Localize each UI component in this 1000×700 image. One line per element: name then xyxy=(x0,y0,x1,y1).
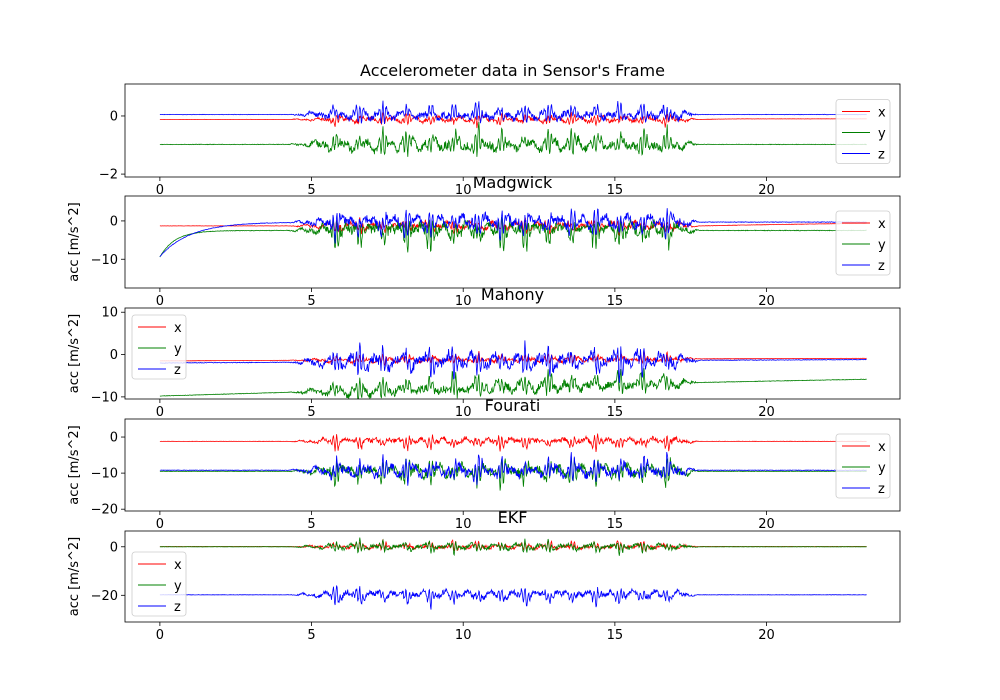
legend-label: z xyxy=(878,148,885,163)
plot-area xyxy=(159,537,867,610)
subplot-title: EKF xyxy=(498,508,528,527)
subplot-title: Fourati xyxy=(485,396,541,415)
plot-area xyxy=(159,340,867,399)
x-tick-label: 0 xyxy=(156,405,164,420)
plot-area xyxy=(159,208,867,258)
series-line-y xyxy=(159,537,867,557)
x-tick-label: 0 xyxy=(156,183,164,198)
series-line-z xyxy=(159,340,867,383)
x-tick-label: 15 xyxy=(607,517,624,532)
x-tick-label: 10 xyxy=(455,294,472,309)
x-tick-label: 15 xyxy=(607,628,624,643)
axes-frame xyxy=(124,530,901,623)
y-tick-label: −10 xyxy=(91,253,118,268)
axes-frame xyxy=(124,418,901,512)
legend: xyz xyxy=(835,210,891,276)
x-tick-label: 10 xyxy=(455,628,472,643)
legend-label: x xyxy=(174,558,182,573)
subplot-title: Madgwick xyxy=(473,173,553,192)
series-line-z xyxy=(159,100,867,125)
legend: xyz xyxy=(835,433,891,499)
y-tick-label: −10 xyxy=(91,467,118,482)
series-line-y xyxy=(159,368,867,399)
y-axis-label: acc [m/s^2] xyxy=(67,202,82,282)
legend-box xyxy=(835,99,891,164)
legend-label: y xyxy=(174,579,182,594)
subplot-title: Mahony xyxy=(481,285,544,304)
subplot-3: 0 5 10 15 20 −10 0 10 Mahony acc [m/s^2] xyz xyxy=(67,285,901,420)
series-line-z xyxy=(159,208,867,257)
plot-area xyxy=(159,100,867,157)
y-tick-label: 0 xyxy=(110,431,118,446)
subplot-5: 0 5 10 15 20 −20 0 EKF acc [m/s^2] xyz xyxy=(67,508,901,643)
y-tick-label: −10 xyxy=(91,390,118,405)
x-tick-label: 10 xyxy=(455,405,472,420)
x-tick-label: 20 xyxy=(758,628,775,643)
x-tick-label: 5 xyxy=(307,628,315,643)
x-tick-label: 0 xyxy=(156,628,164,643)
series-line-y xyxy=(159,457,867,491)
series-line-z xyxy=(159,452,867,486)
legend: xyz xyxy=(131,551,187,617)
x-tick-label: 5 xyxy=(307,517,315,532)
axes-frame xyxy=(124,83,901,178)
legend-label: z xyxy=(174,363,181,378)
legend-label: y xyxy=(878,127,886,142)
legend-label: y xyxy=(878,238,886,253)
axes-frame xyxy=(124,195,901,289)
legend-label: z xyxy=(878,482,885,497)
subplot-4: 0 5 10 15 20 −20 −10 0 Fourati acc [m/s^2] xyz xyxy=(67,396,901,532)
y-axis-label: acc [m/s^2] xyxy=(67,425,82,505)
series-line-y xyxy=(159,122,867,157)
x-tick-label: 10 xyxy=(455,183,472,198)
series-line-x xyxy=(159,433,867,453)
y-axis-label: acc [m/s^2] xyxy=(67,537,82,617)
x-tick-label: 0 xyxy=(156,517,164,532)
legend-label: x xyxy=(878,106,886,121)
legend-label: z xyxy=(174,600,181,615)
y-tick-label: 0 xyxy=(110,214,118,229)
subplot-title: Accelerometer data in Sensor's Frame xyxy=(360,61,665,80)
x-tick-label: 20 xyxy=(758,405,775,420)
series-line-y xyxy=(159,216,867,258)
x-tick-label: 10 xyxy=(455,517,472,532)
subplot-1: 0 5 10 15 20 −2 0 Accelerometer data in Sensor'… xyxy=(99,61,901,198)
y-tick-label: −2 xyxy=(99,168,118,183)
y-tick-label: 0 xyxy=(110,348,118,363)
y-tick-label: −20 xyxy=(91,503,118,518)
x-tick-label: 5 xyxy=(307,405,315,420)
y-tick-label: 0 xyxy=(110,109,118,124)
x-tick-label: 5 xyxy=(307,294,315,309)
plot-area xyxy=(159,433,867,491)
axes-frame xyxy=(124,307,901,400)
x-tick-label: 20 xyxy=(758,294,775,309)
y-tick-label: −20 xyxy=(91,589,118,604)
legend-box xyxy=(835,433,891,499)
legend-label: y xyxy=(174,342,182,357)
legend-label: y xyxy=(878,461,886,476)
subplot-2: 0 5 10 15 20 −10 0 Madgwick acc [m/s^2] xyz xyxy=(67,173,901,309)
series-line-z xyxy=(159,585,867,610)
legend: xyz xyxy=(131,314,187,380)
legend-box xyxy=(131,314,187,380)
legend-box xyxy=(131,551,187,617)
y-tick-label: 10 xyxy=(101,306,118,321)
x-tick-label: 15 xyxy=(607,405,624,420)
x-tick-label: 5 xyxy=(307,183,315,198)
x-tick-label: 20 xyxy=(758,517,775,532)
legend-label: x xyxy=(174,321,182,336)
legend: xyz xyxy=(835,99,891,164)
legend-box xyxy=(835,210,891,276)
x-tick-label: 15 xyxy=(607,294,624,309)
legend-label: x xyxy=(878,440,886,455)
legend-label: z xyxy=(878,259,885,274)
legend-label: x xyxy=(878,217,886,232)
x-tick-label: 15 xyxy=(607,183,624,198)
y-tick-label: 0 xyxy=(110,540,118,555)
x-tick-label: 20 xyxy=(758,183,775,198)
x-tick-label: 0 xyxy=(156,294,164,309)
y-axis-label: acc [m/s^2] xyxy=(67,314,82,394)
